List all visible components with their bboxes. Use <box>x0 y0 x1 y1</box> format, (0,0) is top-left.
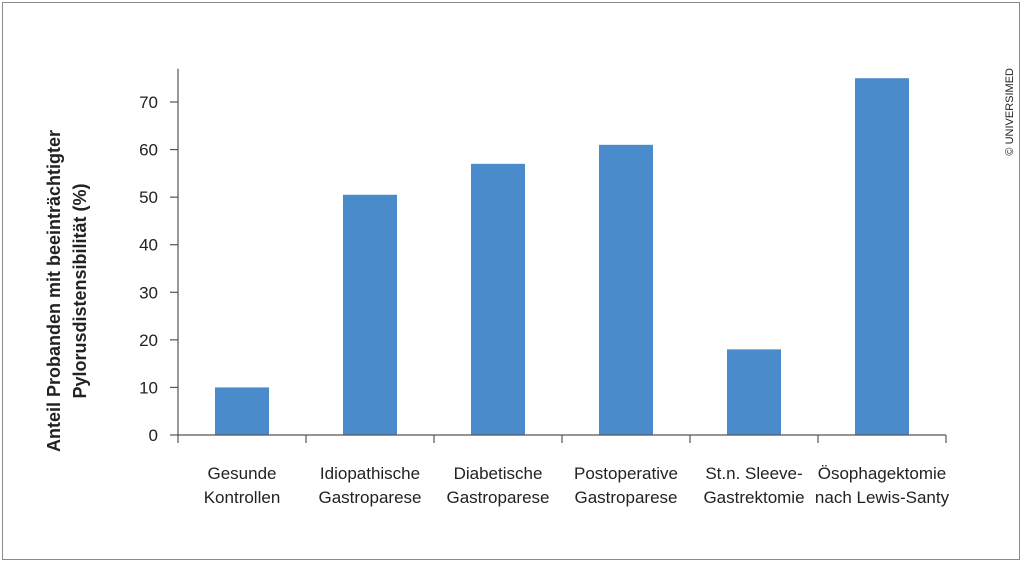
x-axis-ticks: Gesunde Kontrollen Idiopathische Gastropare… <box>177 435 950 507</box>
y-tick-label: 10 <box>139 378 158 397</box>
y-tick-label: 30 <box>139 283 158 302</box>
x-tick-label: Diabetische Gastroparese <box>447 464 550 507</box>
x-tick-label: Gesunde Kontrollen <box>204 464 281 507</box>
x-tick-label: Postoperative Gastroparese <box>574 464 678 507</box>
y-axis-title: Anteil Probanden mit beeinträchtigter Pyl… <box>44 130 90 452</box>
y-tick-label: 60 <box>139 141 158 160</box>
copyright-notice: © UNIVERSIMED <box>1004 68 1016 156</box>
bar <box>599 144 653 436</box>
bar <box>727 349 781 435</box>
bar <box>855 78 909 435</box>
y-axis-label: Anteil Probanden mit beeinträchtigter Pyl… <box>44 130 90 452</box>
bar <box>343 194 397 435</box>
y-tick-label: 40 <box>139 236 158 255</box>
y-tick-label: 50 <box>139 188 158 207</box>
x-tick-label: Idiopathische Gastroparese <box>319 464 422 507</box>
y-tick-label: 70 <box>139 93 158 112</box>
x-tick-label: Ösophagektomie nach Lewis-Santy <box>815 464 950 507</box>
axes <box>177 68 946 436</box>
y-axis-ticks: 0 10 20 30 40 50 60 70 <box>139 93 178 445</box>
x-tick-label: St.n. Sleeve-Gastrektomie <box>703 464 804 507</box>
bar <box>471 163 525 436</box>
y-tick-label: 0 <box>149 426 158 445</box>
bar <box>215 387 269 435</box>
y-tick-label: 20 <box>139 331 158 350</box>
bars <box>215 78 909 436</box>
